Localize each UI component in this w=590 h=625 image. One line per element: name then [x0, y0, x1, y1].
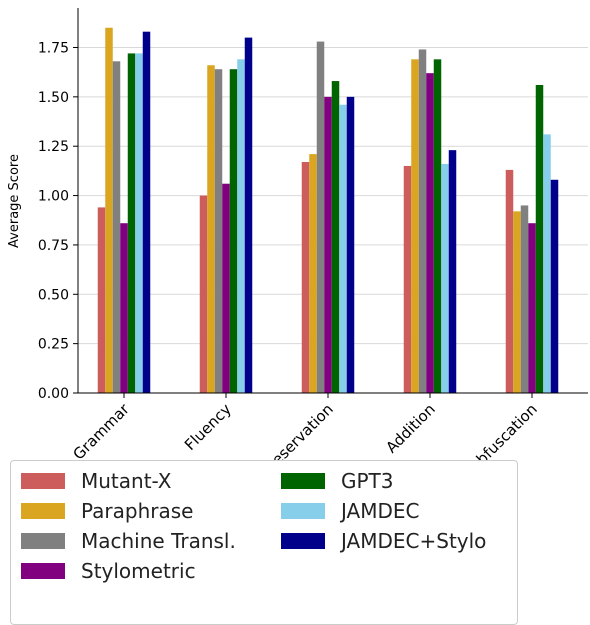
bar-machine-transl--addition: [418, 49, 427, 393]
bars: [97, 27, 559, 394]
legend-label: JAMDEC+Stylo: [341, 529, 487, 553]
bar-mutant-x-addition: [403, 165, 412, 393]
legend-label: Stylometric: [81, 559, 196, 583]
bar-jamdec-stylo-obfuscation: [550, 179, 559, 393]
y-tick-label: 1.25: [38, 139, 69, 155]
bar-paraphrase-fluency: [207, 65, 215, 393]
bar-jamdec-preservation: [339, 104, 347, 393]
legend-swatch: [21, 503, 65, 519]
legend-item-machine-transl-: Machine Transl.: [21, 528, 236, 554]
bar-jamdec-stylo-addition: [448, 150, 457, 393]
bar-gpt3-fluency: [229, 69, 238, 393]
legend-item-paraphrase: Paraphrase: [21, 498, 193, 524]
y-tick-label: 1.75: [38, 40, 69, 56]
y-axis-label: Average Score: [7, 154, 22, 248]
bar-mutant-x-obfuscation: [505, 169, 514, 393]
legend-label: Paraphrase: [81, 499, 194, 523]
bar-machine-transl--fluency: [214, 69, 223, 393]
bar-gpt3-addition: [433, 59, 442, 393]
bar-gpt3-grammar: [127, 53, 136, 394]
legend-swatch: [21, 563, 65, 579]
legend-swatch: [281, 503, 325, 519]
bar-mutant-x-fluency: [199, 195, 208, 393]
legend-label: JAMDEC: [341, 499, 420, 523]
bar-stylometric-addition: [426, 73, 434, 394]
bar-jamdec-grammar: [135, 53, 143, 394]
y-tick-label: 0.00: [38, 386, 69, 402]
bar-jamdec-stylo-fluency: [244, 37, 253, 393]
legend-item-jamdec-stylo: JAMDEC+Stylo: [281, 528, 486, 554]
legend-item-gpt3: GPT3: [281, 468, 394, 494]
bar-stylometric-preservation: [324, 96, 332, 393]
bar-paraphrase-obfuscation: [513, 211, 521, 393]
legend-swatch: [281, 533, 325, 549]
bar-jamdec-obfuscation: [543, 134, 551, 393]
legend: Mutant-X Paraphrase Machine Transl. Stylome…: [10, 460, 518, 625]
bar-gpt3-obfuscation: [535, 85, 544, 393]
bar-jamdec-fluency: [237, 59, 245, 393]
bar-machine-transl--grammar: [112, 61, 121, 394]
bar-paraphrase-grammar: [105, 27, 113, 393]
bar-stylometric-obfuscation: [528, 223, 536, 393]
x-tick-label: Grammar: [69, 400, 133, 464]
y-tick-label: 0.50: [38, 287, 69, 303]
legend-label: GPT3: [341, 469, 394, 493]
bar-mutant-x-grammar: [97, 207, 106, 393]
bar-gpt3-preservation: [331, 81, 340, 394]
y-tick-label: 0.75: [38, 238, 69, 254]
y-tick-label: 1.00: [38, 189, 69, 205]
x-tick-label: Addition: [382, 400, 439, 457]
legend-swatch: [21, 473, 65, 489]
bar-machine-transl--preservation: [316, 41, 325, 394]
legend-label: Mutant-X: [81, 469, 172, 493]
legend-item-mutant-x: Mutant-X: [21, 468, 171, 494]
x-tick-label: Fluency: [181, 400, 235, 454]
y-tick-label: 0.25: [38, 337, 69, 353]
legend-swatch: [21, 533, 65, 549]
bar-paraphrase-preservation: [309, 154, 317, 393]
bar-jamdec-stylo-preservation: [346, 96, 355, 393]
bar-paraphrase-addition: [411, 59, 419, 393]
bar-mutant-x-preservation: [301, 162, 310, 393]
bar-machine-transl--obfuscation: [520, 205, 529, 393]
bar-stylometric-grammar: [120, 223, 128, 393]
bar-stylometric-fluency: [222, 183, 230, 393]
legend-item-stylometric: Stylometric: [21, 558, 196, 584]
y-tick-label: 1.50: [38, 90, 69, 106]
bar-jamdec-addition: [441, 163, 449, 393]
legend-swatch: [281, 473, 325, 489]
legend-item-jamdec: JAMDEC: [281, 498, 420, 524]
legend-label: Machine Transl.: [81, 529, 236, 553]
bar-jamdec-stylo-grammar: [142, 31, 151, 393]
